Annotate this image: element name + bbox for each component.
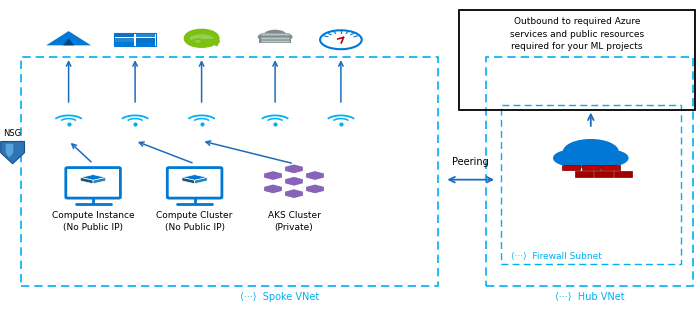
FancyBboxPatch shape <box>601 165 620 170</box>
Circle shape <box>191 38 204 45</box>
FancyBboxPatch shape <box>136 38 155 42</box>
Circle shape <box>258 33 274 40</box>
Text: ⟨···⟩  Spoke VNet: ⟨···⟩ Spoke VNet <box>240 292 320 302</box>
Text: Peering: Peering <box>452 157 489 167</box>
Polygon shape <box>1 142 24 164</box>
FancyBboxPatch shape <box>66 168 120 198</box>
Polygon shape <box>80 175 106 180</box>
FancyBboxPatch shape <box>115 33 134 37</box>
Polygon shape <box>284 176 304 186</box>
Polygon shape <box>284 164 304 174</box>
Text: Compute Cluster
(No Public IP): Compute Cluster (No Public IP) <box>156 211 233 232</box>
FancyBboxPatch shape <box>575 171 593 177</box>
Circle shape <box>592 150 629 166</box>
Polygon shape <box>284 189 304 199</box>
Circle shape <box>320 30 362 49</box>
Polygon shape <box>80 177 93 184</box>
FancyBboxPatch shape <box>562 165 580 170</box>
Polygon shape <box>182 175 207 180</box>
Circle shape <box>195 40 201 43</box>
FancyBboxPatch shape <box>115 42 134 46</box>
Circle shape <box>585 154 616 168</box>
Text: AKS Cluster
(Private): AKS Cluster (Private) <box>267 211 321 232</box>
Polygon shape <box>46 31 91 45</box>
Circle shape <box>186 31 217 45</box>
Text: ⟨···⟩  Hub VNet: ⟨···⟩ Hub VNet <box>555 292 625 302</box>
FancyBboxPatch shape <box>260 36 290 43</box>
FancyBboxPatch shape <box>261 40 289 42</box>
FancyBboxPatch shape <box>167 168 222 198</box>
Text: Compute Instance
(No Public IP): Compute Instance (No Public IP) <box>52 211 134 232</box>
FancyBboxPatch shape <box>136 42 155 46</box>
Polygon shape <box>63 39 74 45</box>
Text: ⟨···⟩  Firewall Subnet: ⟨···⟩ Firewall Subnet <box>511 252 602 260</box>
FancyBboxPatch shape <box>561 154 620 164</box>
Polygon shape <box>195 177 207 184</box>
FancyBboxPatch shape <box>261 33 289 35</box>
Circle shape <box>566 154 596 168</box>
Polygon shape <box>6 144 13 158</box>
FancyBboxPatch shape <box>115 38 134 42</box>
Polygon shape <box>182 177 195 184</box>
FancyBboxPatch shape <box>136 33 155 37</box>
Circle shape <box>553 150 589 166</box>
Polygon shape <box>263 184 283 194</box>
FancyBboxPatch shape <box>594 171 612 177</box>
FancyBboxPatch shape <box>614 171 632 177</box>
Text: Outbound to required Azure
services and public resources
required for your ML pr: Outbound to required Azure services and … <box>510 17 644 52</box>
FancyBboxPatch shape <box>582 165 600 170</box>
Text: NSG: NSG <box>4 129 22 138</box>
Circle shape <box>276 33 293 40</box>
Polygon shape <box>93 177 106 184</box>
Polygon shape <box>305 184 325 194</box>
Polygon shape <box>263 170 283 181</box>
Polygon shape <box>305 170 325 181</box>
Circle shape <box>263 30 287 40</box>
FancyBboxPatch shape <box>261 37 289 39</box>
Circle shape <box>563 139 619 164</box>
